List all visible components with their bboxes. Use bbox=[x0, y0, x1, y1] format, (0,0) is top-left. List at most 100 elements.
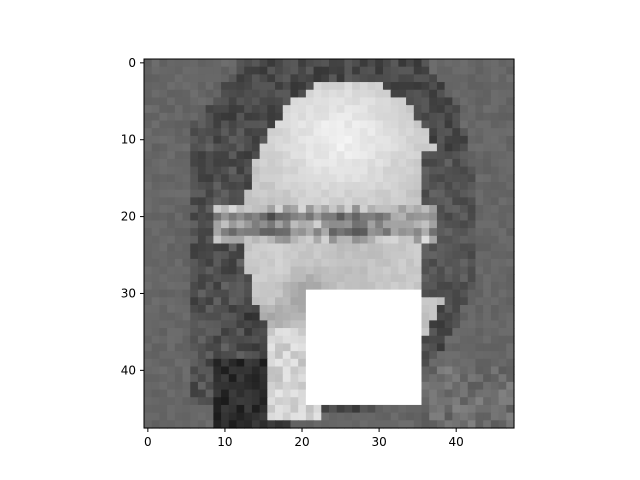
image-pixel bbox=[506, 120, 515, 129]
image-pixel bbox=[251, 105, 261, 114]
image-pixel bbox=[467, 251, 477, 260]
image-pixel bbox=[290, 105, 299, 114]
image-pixel bbox=[329, 281, 338, 291]
image-pixel bbox=[144, 135, 153, 145]
image-pixel bbox=[259, 112, 268, 122]
image-pixel bbox=[244, 135, 253, 145]
image-pixel bbox=[298, 212, 307, 222]
image-pixel bbox=[475, 281, 484, 291]
image-pixel bbox=[475, 297, 484, 306]
image-pixel bbox=[275, 328, 284, 337]
image-pixel bbox=[498, 120, 507, 129]
image-pixel bbox=[382, 220, 392, 229]
image-pixel bbox=[352, 243, 361, 252]
image-pixel bbox=[498, 312, 507, 321]
image-pixel bbox=[259, 381, 268, 391]
image-pixel bbox=[228, 158, 238, 168]
image-pixel bbox=[244, 128, 253, 137]
image-pixel bbox=[182, 220, 191, 229]
image-pixel bbox=[236, 420, 245, 429]
image-pixel bbox=[228, 66, 238, 75]
image-pixel bbox=[375, 89, 384, 99]
image-pixel bbox=[444, 289, 453, 298]
image-pixel bbox=[290, 343, 299, 352]
image-pixel bbox=[259, 320, 268, 329]
image-pixel bbox=[251, 289, 261, 298]
image-pixel bbox=[282, 251, 292, 260]
image-pixel bbox=[213, 328, 222, 337]
image-pixel bbox=[182, 243, 191, 252]
image-pixel bbox=[429, 89, 438, 99]
image-pixel bbox=[467, 258, 477, 268]
image-pixel bbox=[144, 366, 153, 375]
image-pixel bbox=[429, 220, 438, 229]
image-pixel bbox=[452, 266, 461, 275]
image-pixel bbox=[329, 66, 338, 75]
image-pixel bbox=[197, 320, 207, 329]
image-pixel bbox=[429, 389, 438, 398]
image-pixel bbox=[174, 397, 184, 406]
image-pixel bbox=[213, 297, 222, 306]
image-pixel bbox=[475, 235, 484, 245]
image-pixel bbox=[174, 66, 184, 75]
image-pixel bbox=[190, 351, 199, 360]
image-pixel bbox=[236, 312, 245, 321]
image-pixel bbox=[151, 151, 161, 160]
image-pixel bbox=[174, 328, 184, 337]
image-pixel bbox=[475, 182, 484, 191]
image-pixel bbox=[467, 97, 477, 106]
image-pixel bbox=[205, 82, 214, 91]
image-pixel bbox=[251, 281, 261, 291]
image-pixel bbox=[259, 158, 268, 168]
image-pixel bbox=[213, 212, 222, 222]
image-pixel bbox=[475, 389, 484, 398]
image-pixel bbox=[213, 266, 222, 275]
image-pixel bbox=[336, 235, 346, 245]
image-pixel bbox=[467, 74, 477, 83]
image-pixel bbox=[452, 251, 461, 260]
image-pixel bbox=[436, 174, 446, 183]
image-pixel bbox=[159, 189, 168, 198]
image-pixel bbox=[174, 59, 184, 68]
image-pixel bbox=[498, 420, 507, 429]
image-pixel bbox=[390, 66, 399, 75]
image-pixel bbox=[205, 74, 214, 83]
x-tick-label: 30 bbox=[371, 435, 386, 449]
image-pixel bbox=[267, 112, 276, 122]
image-pixel bbox=[213, 205, 222, 214]
image-pixel bbox=[467, 289, 477, 298]
image-pixel bbox=[221, 59, 230, 68]
image-pixel bbox=[182, 312, 191, 321]
image-pixel bbox=[336, 281, 346, 291]
image-pixel bbox=[460, 151, 469, 160]
image-pixel bbox=[460, 374, 469, 383]
image-pixel bbox=[413, 97, 423, 106]
image-pixel bbox=[467, 412, 477, 421]
image-pixel bbox=[167, 335, 176, 345]
image-pixel bbox=[182, 351, 191, 360]
image-pixel bbox=[167, 266, 176, 275]
image-pixel bbox=[444, 197, 453, 206]
image-pixel bbox=[344, 258, 353, 268]
image-pixel bbox=[298, 158, 307, 168]
image-pixel bbox=[159, 89, 168, 99]
image-pixel bbox=[382, 89, 392, 99]
image-pixel bbox=[313, 420, 322, 429]
image-pixel bbox=[421, 59, 430, 68]
image-pixel bbox=[390, 59, 399, 68]
image-pixel bbox=[267, 404, 276, 414]
image-pixel bbox=[483, 82, 492, 91]
image-pixel bbox=[167, 281, 176, 291]
image-pixel bbox=[151, 328, 161, 337]
image-pixel bbox=[344, 128, 353, 137]
image-pixel bbox=[429, 366, 438, 375]
image-pixel bbox=[429, 82, 438, 91]
image-pixel bbox=[413, 420, 423, 429]
image-pixel bbox=[336, 166, 346, 175]
image-pixel bbox=[506, 258, 515, 268]
image-pixel bbox=[267, 105, 276, 114]
image-pixel bbox=[267, 397, 276, 406]
image-pixel bbox=[382, 174, 392, 183]
image-pixel bbox=[236, 320, 245, 329]
image-pixel bbox=[205, 128, 214, 137]
